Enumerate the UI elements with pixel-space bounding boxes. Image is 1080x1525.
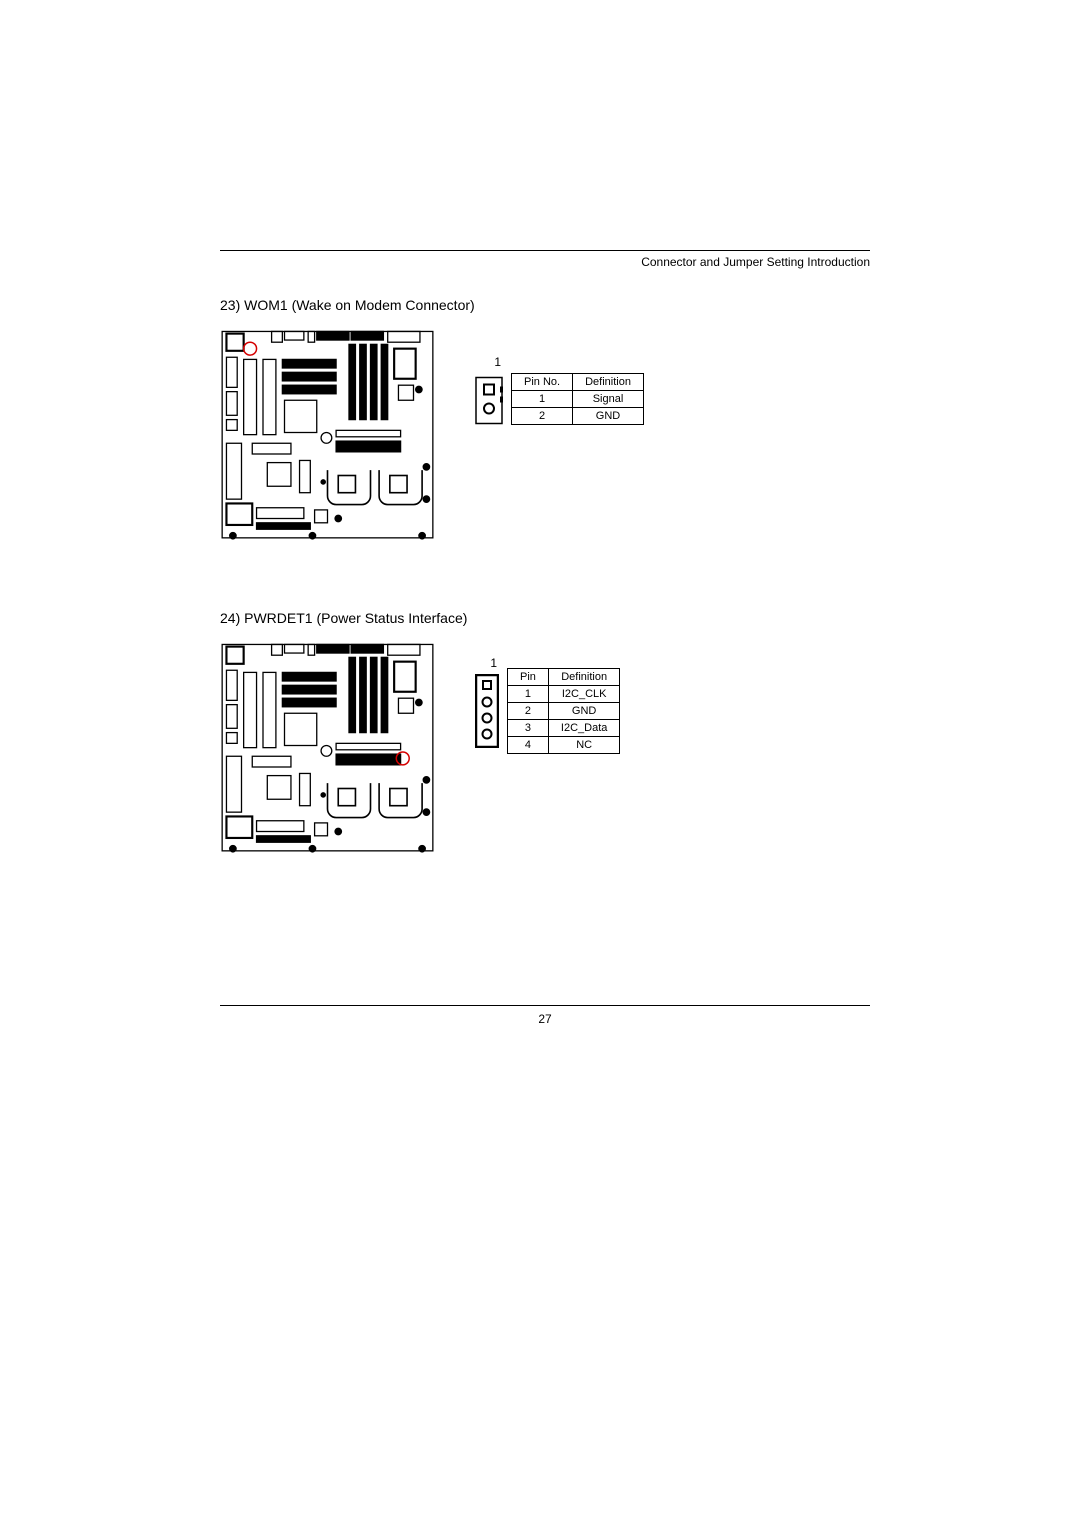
pin-1-label-2: 1 <box>475 656 499 670</box>
pin-table-1: Pin No. Definition 1 Signal 2 GND <box>511 373 644 425</box>
section2-title: 24) PWRDET1 (Power Status Interface) <box>220 610 870 626</box>
connector-group-2: 1 Pin Definition <box>475 638 620 754</box>
t2-r3c0: 4 <box>508 737 549 754</box>
bottom-rule <box>220 1005 870 1006</box>
pin-table-2: Pin Definition 1 I2C_CLK 2 GND 3 <box>507 668 620 754</box>
connector-2pin-icon <box>475 373 503 428</box>
section-pwrdet1: 24) PWRDET1 (Power Status Interface) <box>220 610 870 853</box>
t1-r1c1: GND <box>573 408 644 425</box>
t2-r2c1: I2C_Data <box>548 720 619 737</box>
section-wom1: 23) WOM1 (Wake on Modem Connector) <box>220 297 870 540</box>
t2-h0: Pin <box>508 669 549 686</box>
t2-r3c1: NC <box>548 737 619 754</box>
motherboard-diagram-1 <box>220 325 435 540</box>
pin-1-label: 1 <box>475 355 503 369</box>
conn1-label-col: 1 <box>475 355 503 433</box>
connector-group-1: 1 Pin No. Definition <box>475 325 644 433</box>
section1-title: 23) WOM1 (Wake on Modem Connector) <box>220 297 870 313</box>
t1-r1c0: 2 <box>512 408 573 425</box>
page-number: 27 <box>220 1012 870 1026</box>
t2-r0c1: I2C_CLK <box>548 686 619 703</box>
t2-r2c0: 3 <box>508 720 549 737</box>
t1-r0c1: Signal <box>573 391 644 408</box>
connector-4pin-icon <box>475 674 499 748</box>
t2-r1c0: 2 <box>508 703 549 720</box>
t1-h0: Pin No. <box>512 374 573 391</box>
t2-h1: Definition <box>548 669 619 686</box>
motherboard-diagram-2 <box>220 638 435 853</box>
t2-r1c1: GND <box>548 703 619 720</box>
section2-row: 1 Pin Definition <box>220 638 870 853</box>
top-rule <box>220 250 870 251</box>
t2-r0c0: 1 <box>508 686 549 703</box>
section1-row: 1 Pin No. Definition <box>220 325 870 540</box>
page-footer: 27 <box>220 1005 870 1026</box>
t1-r0c0: 1 <box>512 391 573 408</box>
page-content: Connector and Jumper Setting Introductio… <box>220 250 870 923</box>
header-right-text: Connector and Jumper Setting Introductio… <box>220 255 870 269</box>
t1-h1: Definition <box>573 374 644 391</box>
highlight-circle-1 <box>244 342 257 355</box>
conn2-label-col: 1 <box>475 656 499 753</box>
